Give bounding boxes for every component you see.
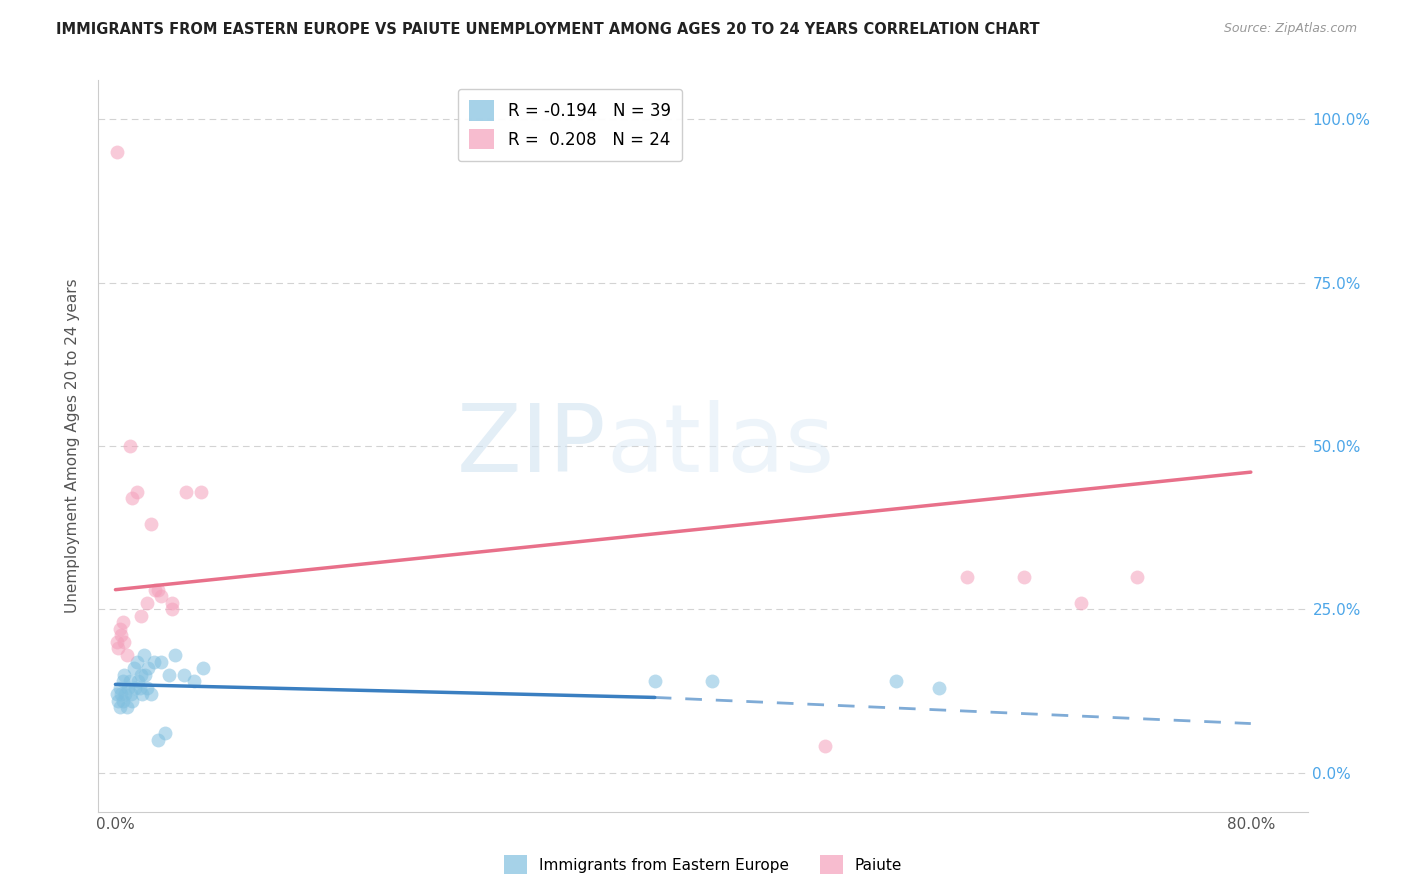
Point [1069, 596, 1091, 610]
Point [122, 661, 145, 675]
Point [108, 700, 131, 714]
Point [173, 667, 195, 681]
Point [700, 674, 723, 689]
Point [129, 667, 152, 681]
Point [153, 726, 176, 740]
Point [108, 681, 131, 695]
Point [190, 484, 212, 499]
Point [125, 484, 148, 499]
Point [136, 661, 159, 675]
Point [107, 641, 129, 656]
Point [160, 596, 183, 610]
Point [1126, 569, 1149, 583]
Point [105, 635, 128, 649]
Point [146, 582, 169, 597]
Point [105, 687, 128, 701]
Point [118, 439, 141, 453]
Point [142, 655, 165, 669]
Point [115, 700, 138, 714]
Point [149, 589, 172, 603]
Point [131, 687, 153, 701]
Point [183, 674, 205, 689]
Point [115, 648, 138, 662]
Point [176, 484, 198, 499]
Point [139, 687, 162, 701]
Point [956, 569, 979, 583]
Point [117, 681, 139, 695]
Point [149, 655, 172, 669]
Point [110, 687, 132, 701]
Point [124, 681, 146, 695]
Point [644, 674, 666, 689]
Point [143, 582, 166, 597]
Text: IMMIGRANTS FROM EASTERN EUROPE VS PAIUTE UNEMPLOYMENT AMONG AGES 20 TO 24 YEARS : IMMIGRANTS FROM EASTERN EUROPE VS PAIUTE… [56, 22, 1040, 37]
Point [928, 681, 950, 695]
Point [112, 667, 135, 681]
Point [884, 674, 907, 689]
Point [105, 145, 128, 160]
Point [165, 648, 187, 662]
Point [1012, 569, 1035, 583]
Point [112, 635, 135, 649]
Legend: Immigrants from Eastern Europe, Paiute: Immigrants from Eastern Europe, Paiute [498, 849, 908, 880]
Point [111, 615, 134, 630]
Point [128, 681, 150, 695]
Point [134, 667, 156, 681]
Point [157, 667, 180, 681]
Point [139, 517, 162, 532]
Point [121, 491, 143, 506]
Point [118, 674, 141, 689]
Point [127, 674, 149, 689]
Point [121, 694, 143, 708]
Point [111, 674, 134, 689]
Point [120, 687, 142, 701]
Point [114, 687, 136, 701]
Point [135, 681, 157, 695]
Point [107, 694, 129, 708]
Point [110, 628, 132, 642]
Point [814, 739, 837, 754]
Text: Source: ZipAtlas.com: Source: ZipAtlas.com [1223, 22, 1357, 36]
Point [125, 655, 148, 669]
Point [132, 648, 155, 662]
Point [129, 608, 152, 623]
Y-axis label: Unemployment Among Ages 20 to 24 years: Unemployment Among Ages 20 to 24 years [65, 278, 80, 614]
Point [135, 596, 157, 610]
Text: ZIP: ZIP [457, 400, 606, 492]
Point [111, 694, 134, 708]
Legend: R = -0.194   N = 39, R =  0.208   N = 24: R = -0.194 N = 39, R = 0.208 N = 24 [458, 88, 682, 161]
Point [193, 661, 215, 675]
Point [146, 732, 169, 747]
Text: atlas: atlas [606, 400, 835, 492]
Point [160, 602, 183, 616]
Point [108, 622, 131, 636]
